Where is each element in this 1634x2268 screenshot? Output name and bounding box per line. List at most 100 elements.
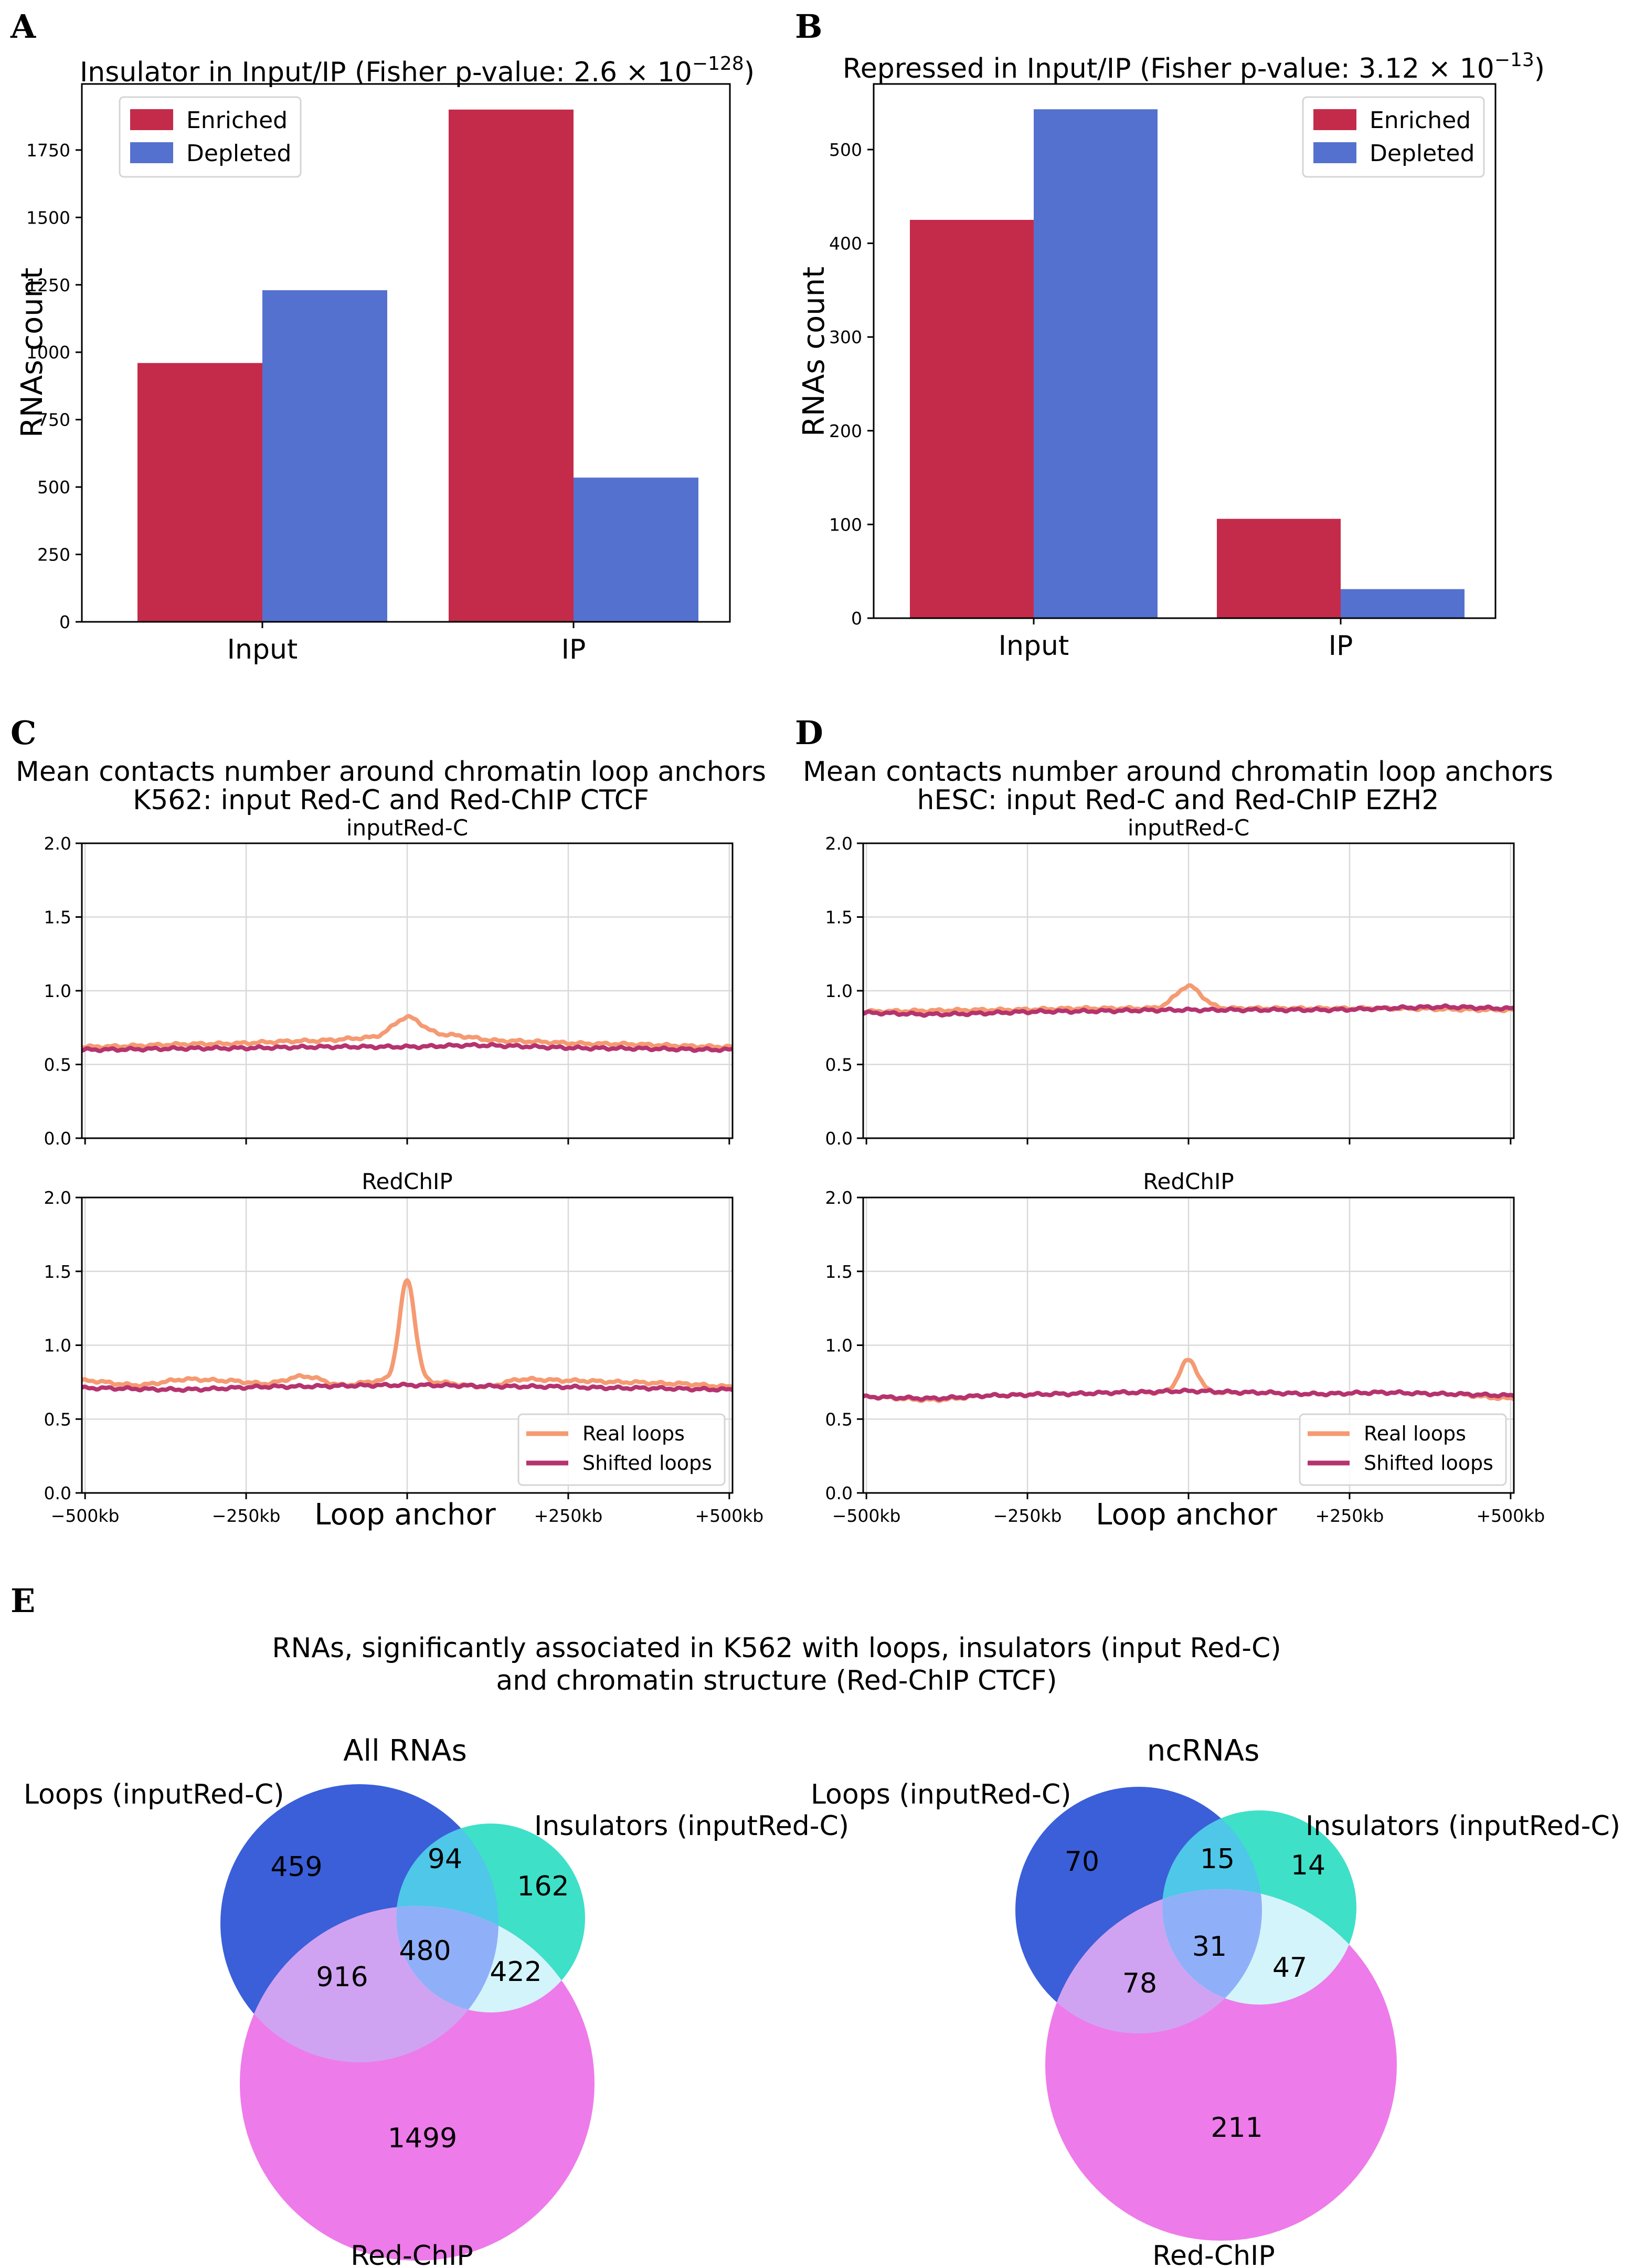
- y-tick-label: 2.0: [825, 1188, 853, 1208]
- bar-chart-b: Repressed in Input/IP (Fisher p-value: 3…: [797, 49, 1545, 662]
- venn-1-count-insulators-only: 162: [517, 1871, 569, 1902]
- legend-swatch-depleted: [1313, 142, 1356, 163]
- bar-depleted-ip: [574, 478, 698, 622]
- y-tick-label: 250: [37, 545, 70, 565]
- venn-1-count-all: 480: [399, 1935, 451, 1967]
- x-tick-label: −250kb: [993, 1506, 1062, 1526]
- panel-label-b: B: [795, 7, 822, 46]
- y-tick-label: 1.0: [825, 981, 853, 1001]
- legend-label-enriched: Enriched: [186, 107, 288, 134]
- venn-title-line2: and chromatin structure (Red-ChIP CTCF): [496, 1665, 1057, 1697]
- venn-2-region-insulators-redchip: [1162, 1889, 1356, 2005]
- x-tick-label: Input: [999, 630, 1069, 662]
- series-line-shifted-loops: [863, 1003, 1514, 1018]
- venn-panel: RNAs, significantly associated in K562 w…: [24, 1633, 1620, 2268]
- y-tick-label: 0: [59, 612, 70, 632]
- y-tick-label: 400: [829, 234, 862, 254]
- venn-2-count-insulators-redchip: 47: [1272, 1952, 1307, 1984]
- chart-d-title-line2: hESC: input Red-C and Red-ChIP EZH2: [917, 785, 1439, 816]
- y-tick-label: 0.5: [825, 1409, 853, 1429]
- y-tick-label: 2.0: [44, 1188, 71, 1208]
- venn-2-count-loops-redchip: 78: [1122, 1968, 1157, 1999]
- chart-b-legend: Enriched Depleted: [1302, 96, 1485, 178]
- venn-ncrnas: ncRNAs Loops (inputRed-C) Insulators (in…: [811, 1734, 1620, 2268]
- chart-c-xlabel: Loop anchor: [314, 1498, 496, 1532]
- legend-label-real-loops: Real loops: [1364, 1422, 1466, 1445]
- y-tick-label: 300: [829, 327, 862, 347]
- chart-c-subplot-2-title: RedChIP: [362, 1169, 452, 1194]
- venn-1-title: All RNAs: [343, 1734, 467, 1768]
- bar-depleted-ip: [1341, 589, 1465, 618]
- venn-1-count-loops-insulators: 94: [428, 1843, 462, 1875]
- venn-1-count-loops-only: 459: [270, 1851, 322, 1883]
- x-tick-label: +250kb: [534, 1506, 603, 1526]
- y-tick-label: 0.0: [825, 1483, 853, 1503]
- legend-label-enriched: Enriched: [1370, 107, 1471, 134]
- line-chart-c: Mean contacts number around chromatin lo…: [16, 756, 766, 1532]
- venn-1-count-redchip-only: 1499: [388, 2123, 457, 2154]
- venn-title-line1: RNAs, significantly associated in K562 w…: [272, 1633, 1281, 1664]
- venn-1-label-insulators: Insulators (inputRed-C): [534, 1810, 849, 1842]
- y-tick-label: 1000: [26, 342, 70, 363]
- bar-enriched-ip: [449, 109, 574, 622]
- series-line-real-loops: [82, 1014, 733, 1051]
- bar-enriched-input: [910, 219, 1034, 618]
- x-tick-label: IP: [1329, 630, 1353, 662]
- legend-label-depleted: Depleted: [186, 140, 291, 167]
- legend-swatch-depleted: [130, 142, 173, 163]
- venn-2-count-loops-only: 70: [1065, 1846, 1099, 1878]
- legend-label-real-loops: Real loops: [582, 1422, 685, 1445]
- venn-1-label-loops: Loops (inputRed-C): [24, 1779, 284, 1810]
- panel-label-c: C: [10, 714, 36, 752]
- venn-2-label-insulators: Insulators (inputRed-C): [1306, 1810, 1620, 1842]
- y-tick-label: 200: [829, 421, 862, 441]
- bar-enriched-input: [137, 363, 262, 622]
- y-tick-label: 0.5: [44, 1055, 71, 1075]
- y-tick-label: 0.0: [44, 1483, 71, 1503]
- y-tick-label: 1.5: [825, 1262, 853, 1282]
- chart-b-frame: [873, 83, 1497, 619]
- series-line-shifted-loops: [82, 1382, 733, 1393]
- chart-b-title: Repressed in Input/IP (Fisher p-value: 3…: [843, 49, 1545, 84]
- y-tick-label: 1.0: [44, 981, 71, 1001]
- legend-label-depleted: Depleted: [1370, 140, 1474, 167]
- venn-2-count-loops-insulators: 15: [1200, 1843, 1235, 1875]
- y-tick-label: 2.0: [825, 833, 853, 854]
- venn-1-count-insulators-redchip: 422: [490, 1956, 542, 1988]
- chart-c-title-line2: K562: input Red-C and Red-ChIP CTCF: [133, 785, 649, 816]
- venn-2-label-redchip: Red-ChIP: [1152, 2240, 1275, 2268]
- venn-1-region-loops-redchip: [240, 1906, 498, 2062]
- y-tick-label: 1250: [26, 275, 70, 295]
- series-line-shifted-loops: [82, 1042, 733, 1053]
- y-tick-label: 2.0: [44, 833, 71, 854]
- chart-a-title: Insulator in Input/IP (Fisher p-value: 2…: [80, 53, 755, 88]
- legend-label-shifted-loops: Shifted loops: [1364, 1451, 1493, 1475]
- y-tick-label: 0.0: [44, 1128, 71, 1149]
- venn-2-region-loops-redchip: [1045, 1889, 1262, 2033]
- legend-swatch-enriched: [1313, 109, 1356, 130]
- chart-d-subplot-1-title: inputRed-C: [1128, 815, 1249, 841]
- chart-d-legend: Real loops Shifted loops: [1299, 1413, 1507, 1486]
- panel-label-d: D: [795, 714, 823, 752]
- y-tick-label: 500: [37, 477, 70, 497]
- y-tick-label: 500: [829, 140, 862, 160]
- legend-swatch-enriched: [130, 109, 173, 130]
- line-chart-d: Mean contacts number around chromatin lo…: [803, 756, 1553, 1532]
- x-tick-label: IP: [561, 634, 586, 665]
- y-tick-label: 0.0: [825, 1128, 853, 1149]
- x-tick-label: −250kb: [212, 1506, 281, 1526]
- y-tick-label: 1.0: [44, 1336, 71, 1356]
- y-tick-label: 1500: [26, 207, 70, 228]
- venn-2-count-all: 31: [1192, 1931, 1227, 1963]
- y-tick-label: 1.5: [44, 907, 71, 928]
- venn-1-region-insulators-redchip: [396, 1906, 585, 2012]
- panel-label-a: A: [10, 7, 36, 46]
- venn-2-label-loops: Loops (inputRed-C): [811, 1779, 1071, 1810]
- chart-c-title-line1: Mean contacts number around chromatin lo…: [16, 756, 766, 788]
- chart-c-legend: Real loops Shifted loops: [517, 1413, 726, 1486]
- bar-depleted-input: [262, 290, 387, 622]
- chart-d-title-line1: Mean contacts number around chromatin lo…: [803, 756, 1553, 788]
- y-tick-label: 0.5: [44, 1409, 71, 1429]
- x-tick-label: +250kb: [1315, 1506, 1384, 1526]
